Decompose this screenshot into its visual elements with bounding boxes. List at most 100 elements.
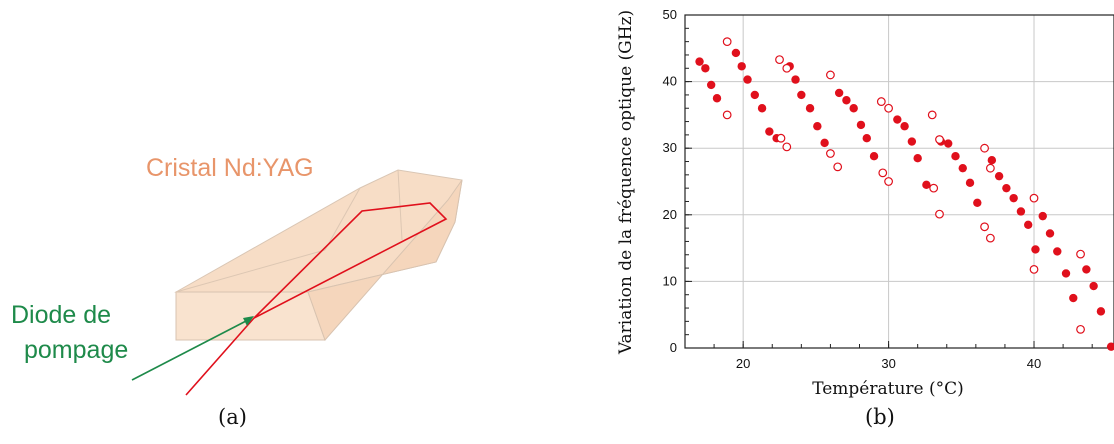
caption-a: (a) xyxy=(218,405,247,429)
filled-data-point xyxy=(994,171,1004,181)
filled-data-point xyxy=(965,178,975,188)
filled-data-point xyxy=(849,104,858,113)
filled-data-point xyxy=(805,104,815,113)
filled-data-point xyxy=(869,151,879,161)
open-data-point xyxy=(985,163,995,173)
filled-data-point xyxy=(820,138,829,148)
x-tick-label: 40 xyxy=(1027,356,1041,371)
open-data-point xyxy=(1076,324,1085,334)
filled-data-point xyxy=(750,90,760,100)
filled-data-point xyxy=(757,104,767,113)
y-tick-label: 40 xyxy=(663,74,677,89)
diode-label-line2: pompage xyxy=(24,336,128,364)
filled-data-point xyxy=(958,163,967,173)
crystal-label: Cristal Nd:YAG xyxy=(146,154,314,182)
open-data-point xyxy=(985,233,995,243)
filled-data-point xyxy=(695,57,704,66)
filled-data-point xyxy=(973,198,982,208)
pump-arrowhead xyxy=(243,316,254,326)
filled-data-point xyxy=(907,137,917,146)
filled-data-point xyxy=(1089,281,1098,291)
open-data-point xyxy=(782,142,792,152)
data-points xyxy=(695,37,1114,351)
filled-data-point xyxy=(1069,293,1078,303)
open-data-point xyxy=(1076,249,1085,259)
frequency-chart: 20 30 40 0 10 20 30 40 50 Température (°C) Varia… xyxy=(616,7,1114,399)
open-data-point xyxy=(826,70,835,80)
filled-data-point xyxy=(900,122,909,131)
crystal-top-face xyxy=(174,169,463,293)
filled-data-point xyxy=(813,122,822,131)
chart-grid xyxy=(685,15,1114,348)
filled-data-point xyxy=(862,134,871,143)
open-data-point xyxy=(927,110,937,120)
filled-data-point xyxy=(1038,211,1047,221)
filled-data-point xyxy=(987,155,997,165)
panel-a: Cristal Nd:YAG Diode de pompage (a) xyxy=(0,0,470,444)
open-data-point xyxy=(1029,265,1039,274)
filled-data-point xyxy=(922,180,931,190)
filled-data-point xyxy=(1082,265,1091,274)
filled-data-point xyxy=(834,88,844,98)
crystal-illustration: Cristal Nd:YAG Diode de pompage xyxy=(11,154,463,396)
x-tick-label: 30 xyxy=(881,356,895,371)
open-data-point xyxy=(935,135,944,144)
x-axis-label: Température (°C) xyxy=(812,379,964,399)
filled-data-point xyxy=(731,48,741,58)
filled-data-point xyxy=(1009,193,1018,203)
open-data-point xyxy=(722,110,732,120)
filled-data-point xyxy=(1106,342,1114,351)
filled-data-point xyxy=(1096,307,1106,316)
diode-label-line1: Diode de xyxy=(11,301,111,329)
open-data-point xyxy=(775,55,784,65)
filled-data-point xyxy=(1016,207,1026,216)
crystal-side-face xyxy=(307,179,463,341)
y-tick-label: 0 xyxy=(670,340,677,355)
laser-beam-path xyxy=(185,202,448,396)
crystal-edge xyxy=(175,249,326,293)
open-data-point xyxy=(782,63,792,73)
filled-data-point xyxy=(893,115,902,124)
y-tick-label: 50 xyxy=(663,7,677,22)
filled-data-point xyxy=(797,90,806,100)
plot-frame xyxy=(684,14,1114,349)
open-data-point xyxy=(722,37,732,47)
axis-ticks: 20 30 40 0 10 20 30 40 50 xyxy=(663,7,1093,371)
open-data-point xyxy=(935,209,944,219)
filled-data-point xyxy=(856,120,866,130)
filled-data-point xyxy=(1024,220,1033,229)
filled-data-point xyxy=(1061,269,1071,278)
y-tick-label: 30 xyxy=(663,140,677,155)
filled-data-point xyxy=(737,62,746,71)
open-data-point xyxy=(1029,193,1039,203)
crystal-edge xyxy=(397,169,403,241)
crystal-edge xyxy=(324,187,361,251)
panel-b: 20 30 40 0 10 20 30 40 50 Température (°C) Varia… xyxy=(560,0,1114,444)
x-tick-label: 20 xyxy=(736,356,750,371)
open-data-point xyxy=(884,177,893,186)
filled-data-point xyxy=(1053,247,1062,256)
open-data-point xyxy=(980,222,989,232)
filled-data-point xyxy=(1031,245,1040,254)
filled-data-point xyxy=(913,153,922,163)
filled-data-point xyxy=(712,94,722,103)
open-data-point xyxy=(826,149,835,158)
y-axis-label: Variation de la fréquence optique (GHz) xyxy=(616,10,636,355)
open-data-point xyxy=(833,162,843,172)
filled-data-point xyxy=(701,64,710,73)
pump-arrow xyxy=(131,319,249,381)
filled-data-point xyxy=(1045,229,1055,238)
filled-data-point xyxy=(791,75,800,84)
open-data-point xyxy=(876,97,886,106)
crystal-front-face xyxy=(175,291,326,341)
open-data-point xyxy=(776,133,786,143)
caption-b: (b) xyxy=(865,405,895,429)
open-data-point xyxy=(980,143,989,153)
open-data-point xyxy=(884,103,893,113)
filled-data-point xyxy=(842,96,851,105)
y-tick-label: 10 xyxy=(663,273,677,288)
filled-data-point xyxy=(1002,183,1011,193)
filled-data-point xyxy=(944,139,953,148)
filled-data-point xyxy=(706,80,716,90)
filled-data-point xyxy=(743,75,752,84)
